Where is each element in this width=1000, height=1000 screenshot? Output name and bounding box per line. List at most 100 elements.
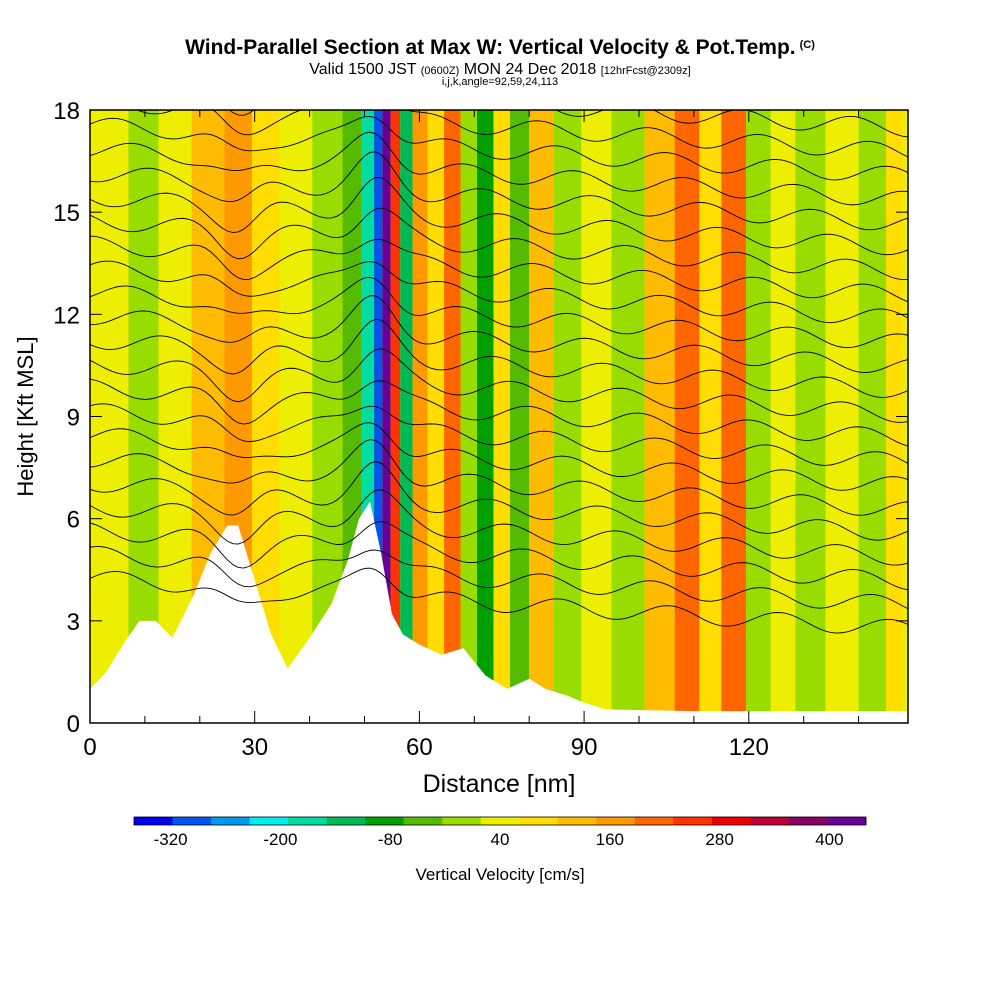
x-tick-label: 0	[83, 734, 96, 761]
velocity-column	[477, 110, 494, 723]
velocity-column	[770, 110, 796, 723]
colorbar-tick-label: 400	[815, 830, 843, 849]
y-tick-label: 3	[67, 609, 80, 636]
velocity-column	[825, 110, 859, 723]
colorbar: -320 -200 -80 40 160 280 400 Vertical Velocity …	[133, 816, 867, 884]
colorbar-segment	[365, 817, 404, 825]
y-tick-label: 12	[53, 302, 80, 329]
velocity-column	[858, 110, 887, 723]
colorbar-label: Vertical Velocity [cm/s]	[415, 865, 584, 884]
velocity-column	[795, 110, 826, 723]
colorbar-segment	[673, 817, 713, 825]
forecast-tag: [12hrFcst@2309z]	[600, 65, 691, 77]
velocity-column	[100, 110, 129, 723]
colorbar-segment	[403, 817, 443, 825]
theta-contour	[90, 489, 908, 566]
x-tick-label: 90	[571, 734, 598, 761]
chart-title: Wind-Parallel Section at Max W: Vertical…	[0, 36, 1000, 60]
colorbar-segment	[326, 817, 366, 825]
colorbar-tick-label: -80	[378, 830, 403, 849]
valid-date: MON 24 Dec 2018	[463, 61, 597, 78]
velocity-column	[886, 110, 903, 723]
theta-contour	[90, 403, 908, 466]
title-main: Wind-Parallel Section at Max W: Vertical…	[185, 36, 796, 59]
y-tick-label: 18	[53, 98, 80, 125]
velocity-column	[460, 110, 478, 723]
valid-prefix: Valid 1500 JST	[309, 61, 417, 78]
theta-contour	[90, 318, 908, 398]
velocity-column	[390, 110, 401, 723]
theta-contour	[90, 567, 908, 634]
theta-contour	[90, 276, 908, 349]
colorbar-tick-label: 40	[491, 830, 510, 849]
theta-contours	[90, 110, 908, 634]
colorbar-frame	[133, 816, 867, 826]
colorbar-segment	[711, 817, 751, 825]
y-tick-label: 6	[67, 507, 80, 534]
velocity-column	[382, 110, 391, 723]
colorbar-segment	[288, 817, 327, 825]
theta-contour	[90, 260, 908, 324]
velocity-column	[553, 110, 582, 723]
y-tick-label: 9	[67, 405, 80, 432]
velocity-column	[279, 110, 313, 723]
theta-contour	[90, 422, 908, 491]
colorbar-segment	[788, 817, 828, 825]
velocity-column	[374, 110, 383, 723]
theta-contour	[229, 110, 908, 138]
colorbar-segment	[211, 817, 250, 825]
colorbar-tick-label: -200	[263, 830, 297, 849]
colorbar-segment	[519, 817, 559, 825]
theta-contour	[90, 461, 908, 541]
colorbar-tick-label: 280	[705, 830, 733, 849]
x-tick-label: 120	[729, 734, 769, 761]
velocity-column	[509, 110, 530, 723]
colorbar-segment	[134, 817, 173, 825]
colorbar-segment	[442, 817, 482, 825]
theta-contour	[90, 295, 908, 373]
terrain	[90, 501, 908, 723]
colorbar-segment	[634, 817, 674, 825]
y-tick-label: 15	[53, 200, 80, 227]
theta-contour	[90, 378, 908, 447]
x-axis-label: Distance [nm]	[423, 770, 576, 798]
velocity-column	[412, 110, 428, 723]
theta-contour	[136, 110, 908, 158]
velocity-column	[721, 110, 747, 723]
y-axis-label: Height [Kft MSL]	[13, 336, 38, 496]
theta-contour	[90, 207, 908, 281]
theta-contour	[90, 348, 908, 423]
theta-contour	[90, 235, 908, 303]
chart-subtitle: Valid 1500 JST (0600Z) MON 24 Dec 2018 […	[0, 61, 1000, 79]
colorbar-segment	[172, 817, 212, 825]
theta-contour	[90, 131, 908, 206]
colorbar-segment	[596, 817, 636, 825]
colorbar-segment	[827, 817, 867, 825]
y-tick-label: 0	[67, 711, 80, 738]
velocity-column	[644, 110, 675, 723]
theta-contour	[90, 177, 908, 256]
velocity-column	[699, 110, 722, 723]
velocity-column	[444, 110, 461, 723]
theta-contour	[90, 546, 908, 610]
velocity-column	[427, 110, 445, 723]
velocity-column	[611, 110, 645, 723]
velocity-column	[529, 110, 554, 723]
theta-contour	[90, 151, 908, 231]
colorbar-segment	[557, 817, 597, 825]
colorbar-segment	[750, 817, 790, 825]
valid-utc: (0600Z)	[420, 65, 460, 77]
colorbar-tick-label: -320	[154, 830, 188, 849]
velocity-column	[746, 110, 771, 723]
theta-contour	[90, 521, 908, 591]
velocity-column	[493, 110, 510, 723]
velocity-column	[400, 110, 413, 723]
velocity-column	[674, 110, 700, 723]
x-tick-label: 30	[241, 734, 268, 761]
copyright-mark: (C)	[799, 39, 815, 51]
colorbar-segment	[249, 817, 289, 825]
colorbar-tick-label: 160	[596, 830, 624, 849]
velocity-column	[581, 110, 612, 723]
theta-contour	[90, 115, 908, 181]
